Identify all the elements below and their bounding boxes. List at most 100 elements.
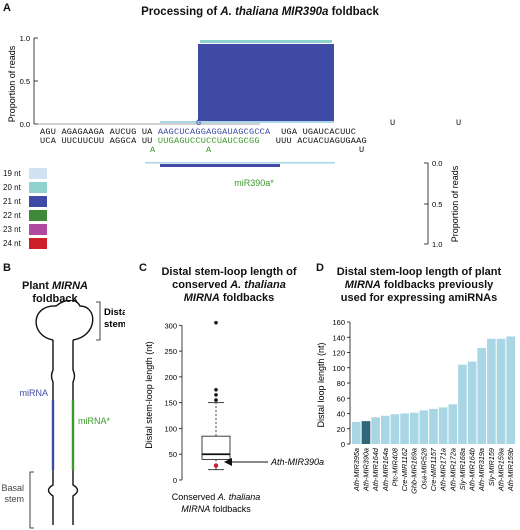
panel-a-bottom-bar-21nt bbox=[160, 164, 280, 167]
panel-b-letter: B bbox=[3, 262, 11, 274]
panel-a-top-bar-20nt bbox=[200, 40, 332, 43]
panel-a-bottom-ylabel: Proportion of reads bbox=[450, 165, 460, 242]
panel-d-bar bbox=[467, 361, 477, 444]
legend-swatch-19 bbox=[29, 168, 47, 179]
panel-d-ytick-label: 120 bbox=[332, 349, 345, 358]
panel-c-ytick-label: 100 bbox=[164, 424, 177, 433]
panel-d-chart: Distal loop length (nt) 0 20 40 60 80 100 120 1… bbox=[316, 318, 515, 494]
seq-bottom-row: UCA UUCUUCUU AGGCA UU UUGAGUCCUCCUAUCGCG… bbox=[40, 136, 367, 146]
stem-right-upper bbox=[72, 340, 76, 400]
panel-b-diagram: Distal stem-loop miRNA miRNA* Basal stem bbox=[1, 300, 125, 529]
seq-top-mirna-2: GGAUAGCGCCA bbox=[211, 127, 271, 137]
panel-c-title-2b: A. thaliana bbox=[230, 279, 286, 291]
distal-bracket bbox=[96, 301, 101, 341]
panel-d-xtick-label: Ath-MIR159b bbox=[506, 448, 515, 492]
panel-c-outlier bbox=[214, 320, 218, 325]
panel-c-ytick-label: 50 bbox=[169, 450, 177, 459]
panel-c-outlier bbox=[214, 398, 218, 402]
panel-a-top-tick-label-05: 0.5 bbox=[20, 77, 30, 86]
panel-d-ytick-label: 140 bbox=[332, 333, 345, 342]
panel-a-letter: A bbox=[3, 2, 11, 14]
seq-top-e: UGAUCAC bbox=[302, 127, 341, 137]
panel-b-title-2: foldback bbox=[32, 293, 78, 305]
panel-d-xtick-label: Cre-MIR1157 bbox=[429, 447, 438, 491]
basal-left bbox=[47, 470, 54, 525]
seq-bot-e: ACUACUAG bbox=[297, 136, 341, 146]
panel-c-xlabel-2a: MIRNA bbox=[181, 504, 210, 514]
panel-c-chart: Distal stem-loop length (nt) 0 50 100 150 20… bbox=[144, 320, 324, 514]
panel-a-bottom-tick-label-0: 0.0 bbox=[432, 159, 442, 168]
panel-d-ylabel: Distal loop length (nt) bbox=[316, 342, 326, 427]
seq-bot-c: UU bbox=[141, 136, 153, 146]
label-distal-1: Distal bbox=[104, 307, 125, 318]
panel-c-ytick-label: 250 bbox=[164, 347, 177, 356]
legend-swatch-23 bbox=[29, 224, 47, 235]
panel-c-box-rect bbox=[201, 435, 231, 460]
panel-d-bar bbox=[477, 347, 487, 444]
panel-d-axis: 0 20 40 60 80 100 120 140 160 bbox=[332, 318, 351, 449]
panel-d-xlabels: Ath-MIR395a Ath-MIR390a Ath-MIR164d Ath-MIR… bbox=[352, 447, 515, 494]
label-basal-2: stem bbox=[4, 494, 24, 504]
panel-d-xtick-label: Ath-MIR395a bbox=[352, 448, 361, 492]
panel-c-highlight-point bbox=[213, 463, 219, 468]
panel-b-title-italic: MIRNA bbox=[51, 280, 88, 292]
basal-right bbox=[72, 470, 79, 525]
panel-a-title-prefix: Processing of bbox=[141, 6, 221, 18]
panel-d-ytick-label: 40 bbox=[337, 410, 345, 419]
legend-label-23: 23 nt bbox=[3, 225, 21, 234]
panel-c-letter: C bbox=[139, 262, 147, 274]
panel-d-ytick-label: 20 bbox=[337, 425, 345, 434]
panel-d-bar bbox=[409, 412, 419, 444]
panel-c-ytick-label: 150 bbox=[164, 399, 177, 408]
panel-d-letter: D bbox=[316, 262, 324, 274]
panel-d-bar bbox=[496, 338, 506, 444]
panel-c-arrow-head bbox=[224, 458, 232, 466]
panel-d-bar bbox=[419, 410, 429, 444]
legend-label-24: 24 nt bbox=[3, 239, 21, 248]
panel-d-xtick-label: Ghb-MIR169a bbox=[410, 448, 419, 494]
seq-bot-a: UUCUUCUU bbox=[61, 136, 105, 146]
panel-a-top-label: miR390a bbox=[244, 56, 280, 66]
legend-swatch-21 bbox=[29, 196, 47, 207]
panel-c-title-2a: conserved bbox=[172, 279, 231, 291]
panel-c-xlabel-2b: foldbacks bbox=[210, 504, 251, 514]
panel-a-legend: 19 nt 20 nt 21 nt 22 nt 23 nt 24 nt bbox=[3, 168, 63, 250]
seq-top-b: AUCUG bbox=[109, 127, 137, 137]
panel-c-ytick-label: 0 bbox=[173, 476, 177, 485]
legend-label-21: 21 nt bbox=[3, 197, 21, 206]
panel-d-xtick-label: Ath-MIR390a bbox=[361, 448, 370, 492]
legend-row-24: 24 nt bbox=[3, 238, 47, 249]
panel-a-top-tick-label-1: 1.0 bbox=[20, 34, 30, 43]
basal-bracket bbox=[29, 471, 34, 529]
panel-b-title: Plant MIRNA foldback bbox=[0, 280, 110, 306]
seq-top-5p: AGU bbox=[40, 127, 57, 137]
panel-a-top-bar-21nt bbox=[198, 44, 334, 121]
panel-c-axis: 0 50 100 150 200 250 300 bbox=[164, 321, 183, 485]
panel-a-top-tick-label-0: 0.0 bbox=[20, 120, 30, 129]
label-basal-1: Basal bbox=[1, 483, 24, 493]
panel-d-bar bbox=[438, 407, 448, 444]
panel-d-bar bbox=[458, 364, 467, 444]
panel-c-title-1: Distal stem-loop length of bbox=[161, 266, 297, 278]
seq-bot-star: UUGAGUCCU bbox=[157, 136, 207, 146]
panel-d-xtick-label: Cre-MIR1162 bbox=[400, 448, 409, 491]
panel-a-title-suffix: foldback bbox=[328, 6, 379, 18]
seq-bulge-a1: A bbox=[150, 145, 156, 155]
panel-d-bar bbox=[448, 404, 458, 444]
panel-a-title-italic: A. thaliana MIR390a bbox=[220, 6, 329, 18]
seq-top-row: AGU AGAGAAGA AUCUG UA AAGCUCAGGAGGAUAGCG… bbox=[40, 127, 356, 137]
seq-top-f: UUC bbox=[340, 127, 357, 137]
hairpin-loop bbox=[35, 300, 94, 341]
panel-d-bar bbox=[487, 338, 496, 444]
panel-d-xtick-label: Sly-MIR159 bbox=[487, 448, 496, 486]
panel-d-bars bbox=[352, 336, 515, 444]
panel-d-xtick-label: Ath-MIR164b bbox=[468, 448, 477, 492]
panel-d-bar bbox=[361, 421, 371, 444]
panel-d-title-1: Distal stem-loop length of plant bbox=[336, 266, 502, 278]
panel-c-xlabel-1b: A. thaliana bbox=[217, 492, 261, 502]
seq-bot-f: UGAAG bbox=[340, 136, 367, 146]
panel-c-arrow-label: Ath-MIR390a bbox=[270, 457, 324, 467]
panel-a-top-ylabel: Proportion of reads bbox=[7, 45, 17, 122]
panel-c-outlier bbox=[214, 393, 218, 397]
panel-a-bottom-bar-19nt bbox=[145, 162, 335, 164]
